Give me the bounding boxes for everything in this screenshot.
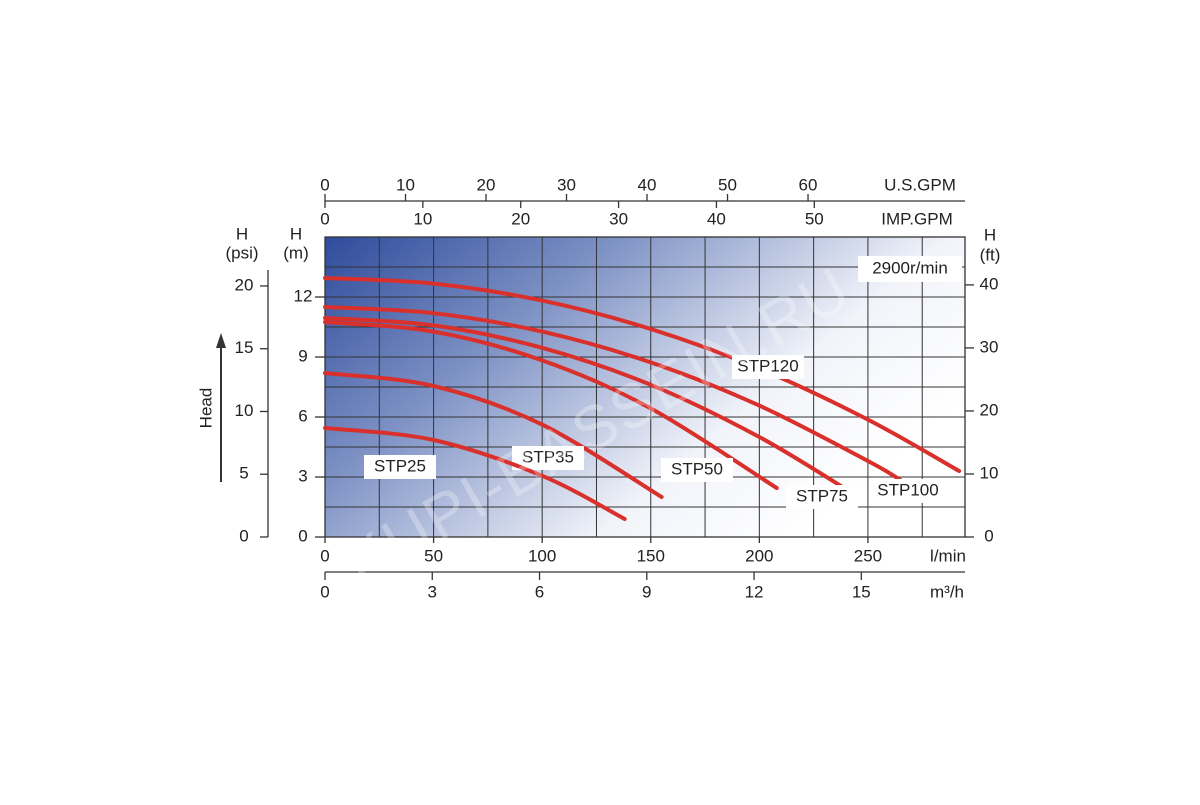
curve-label-box [661, 458, 733, 482]
impgpm-tick-label: 10 [413, 209, 432, 228]
ft-axis-label: H [984, 225, 996, 244]
impgpm-tick-label: 0 [320, 209, 329, 228]
m3h-tick-label: 3 [428, 582, 437, 601]
curve-label: STP50 [671, 459, 723, 478]
y-tick-label: 12 [294, 286, 313, 305]
curve [323, 426, 627, 521]
m3h-tick-label: 15 [852, 582, 871, 601]
psi-axis-unit: (psi) [225, 243, 258, 262]
y-tick-label: 6 [298, 406, 307, 425]
usgpm-tick-label: 0 [320, 175, 329, 194]
y-tick-label: 9 [298, 346, 307, 365]
impgpm-tick-label: 40 [707, 209, 726, 228]
x-tick-label: 250 [854, 546, 882, 565]
ft-tick-label: 10 [980, 463, 999, 482]
x-axis-label: l/min [930, 546, 966, 565]
grid [324, 237, 965, 537]
curves: STP120 STP100 STP75 STP50 STP35 STP25 [323, 276, 962, 521]
m3h-axis-label: m³/h [930, 582, 964, 601]
curve-label: STP25 [374, 456, 426, 475]
head-arrow-head [216, 333, 226, 348]
curve [323, 316, 853, 494]
m3h-tick-label: 9 [642, 582, 651, 601]
usgpm-tick-label: 30 [557, 175, 576, 194]
x-tick-label: 100 [528, 546, 556, 565]
curve-label-box [872, 479, 944, 503]
ft-tick-label: 40 [980, 274, 999, 293]
curve-label-box [732, 355, 804, 379]
curve-label-box [786, 485, 858, 509]
curve-label-box [512, 446, 584, 470]
psi-axis-label: H [236, 224, 248, 243]
psi-tick-label: 10 [235, 401, 254, 420]
annotation-box [858, 256, 962, 282]
impgpm-tick-label: 50 [805, 209, 824, 228]
curve-label: STP75 [796, 486, 848, 505]
curve-label: STP100 [877, 480, 938, 499]
y-tick-label: 0 [298, 526, 307, 545]
curve [323, 276, 962, 473]
psi-tick-label: 0 [239, 526, 248, 545]
usgpm-tick-label: 50 [718, 175, 737, 194]
x-tick-label: 50 [424, 546, 443, 565]
m3h-tick-label: 12 [745, 582, 764, 601]
y-axis-unit: (m) [283, 243, 308, 262]
curve [323, 320, 779, 490]
y-tick-label: 3 [298, 466, 307, 485]
usgpm-axis-label: U.S.GPM [884, 175, 956, 194]
ft-tick-label: 20 [980, 400, 999, 419]
x-tick-label: 0 [320, 546, 329, 565]
ft-tick-label: 30 [980, 337, 999, 356]
curve [323, 371, 664, 499]
curve [323, 305, 903, 482]
usgpm-tick-label: 60 [799, 175, 818, 194]
psi-tick-label: 20 [235, 275, 254, 294]
psi-tick-label: 15 [235, 338, 254, 357]
impgpm-axis-label: IMP.GPM [881, 209, 952, 228]
m3h-tick-label: 0 [320, 582, 329, 601]
x-tick-label: 200 [745, 546, 773, 565]
annotation: 2900r/min [872, 258, 948, 277]
m3h-tick-label: 6 [535, 582, 544, 601]
ft-tick-label: 0 [984, 526, 993, 545]
x-tick-label: 150 [637, 546, 665, 565]
usgpm-tick-label: 40 [638, 175, 657, 194]
plot-frame [324, 236, 966, 538]
y-axis-title: Head [196, 388, 215, 429]
curve-label: STP35 [522, 447, 574, 466]
ft-axis-unit: (ft) [980, 245, 1001, 264]
impgpm-tick-label: 20 [511, 209, 530, 228]
curve-label: STP120 [737, 356, 798, 375]
impgpm-tick-label: 30 [609, 209, 628, 228]
curve-label-box [364, 455, 436, 479]
usgpm-tick-label: 10 [396, 175, 415, 194]
usgpm-tick-label: 20 [477, 175, 496, 194]
y-axis-label: H [290, 224, 302, 243]
psi-tick-label: 5 [239, 464, 248, 483]
